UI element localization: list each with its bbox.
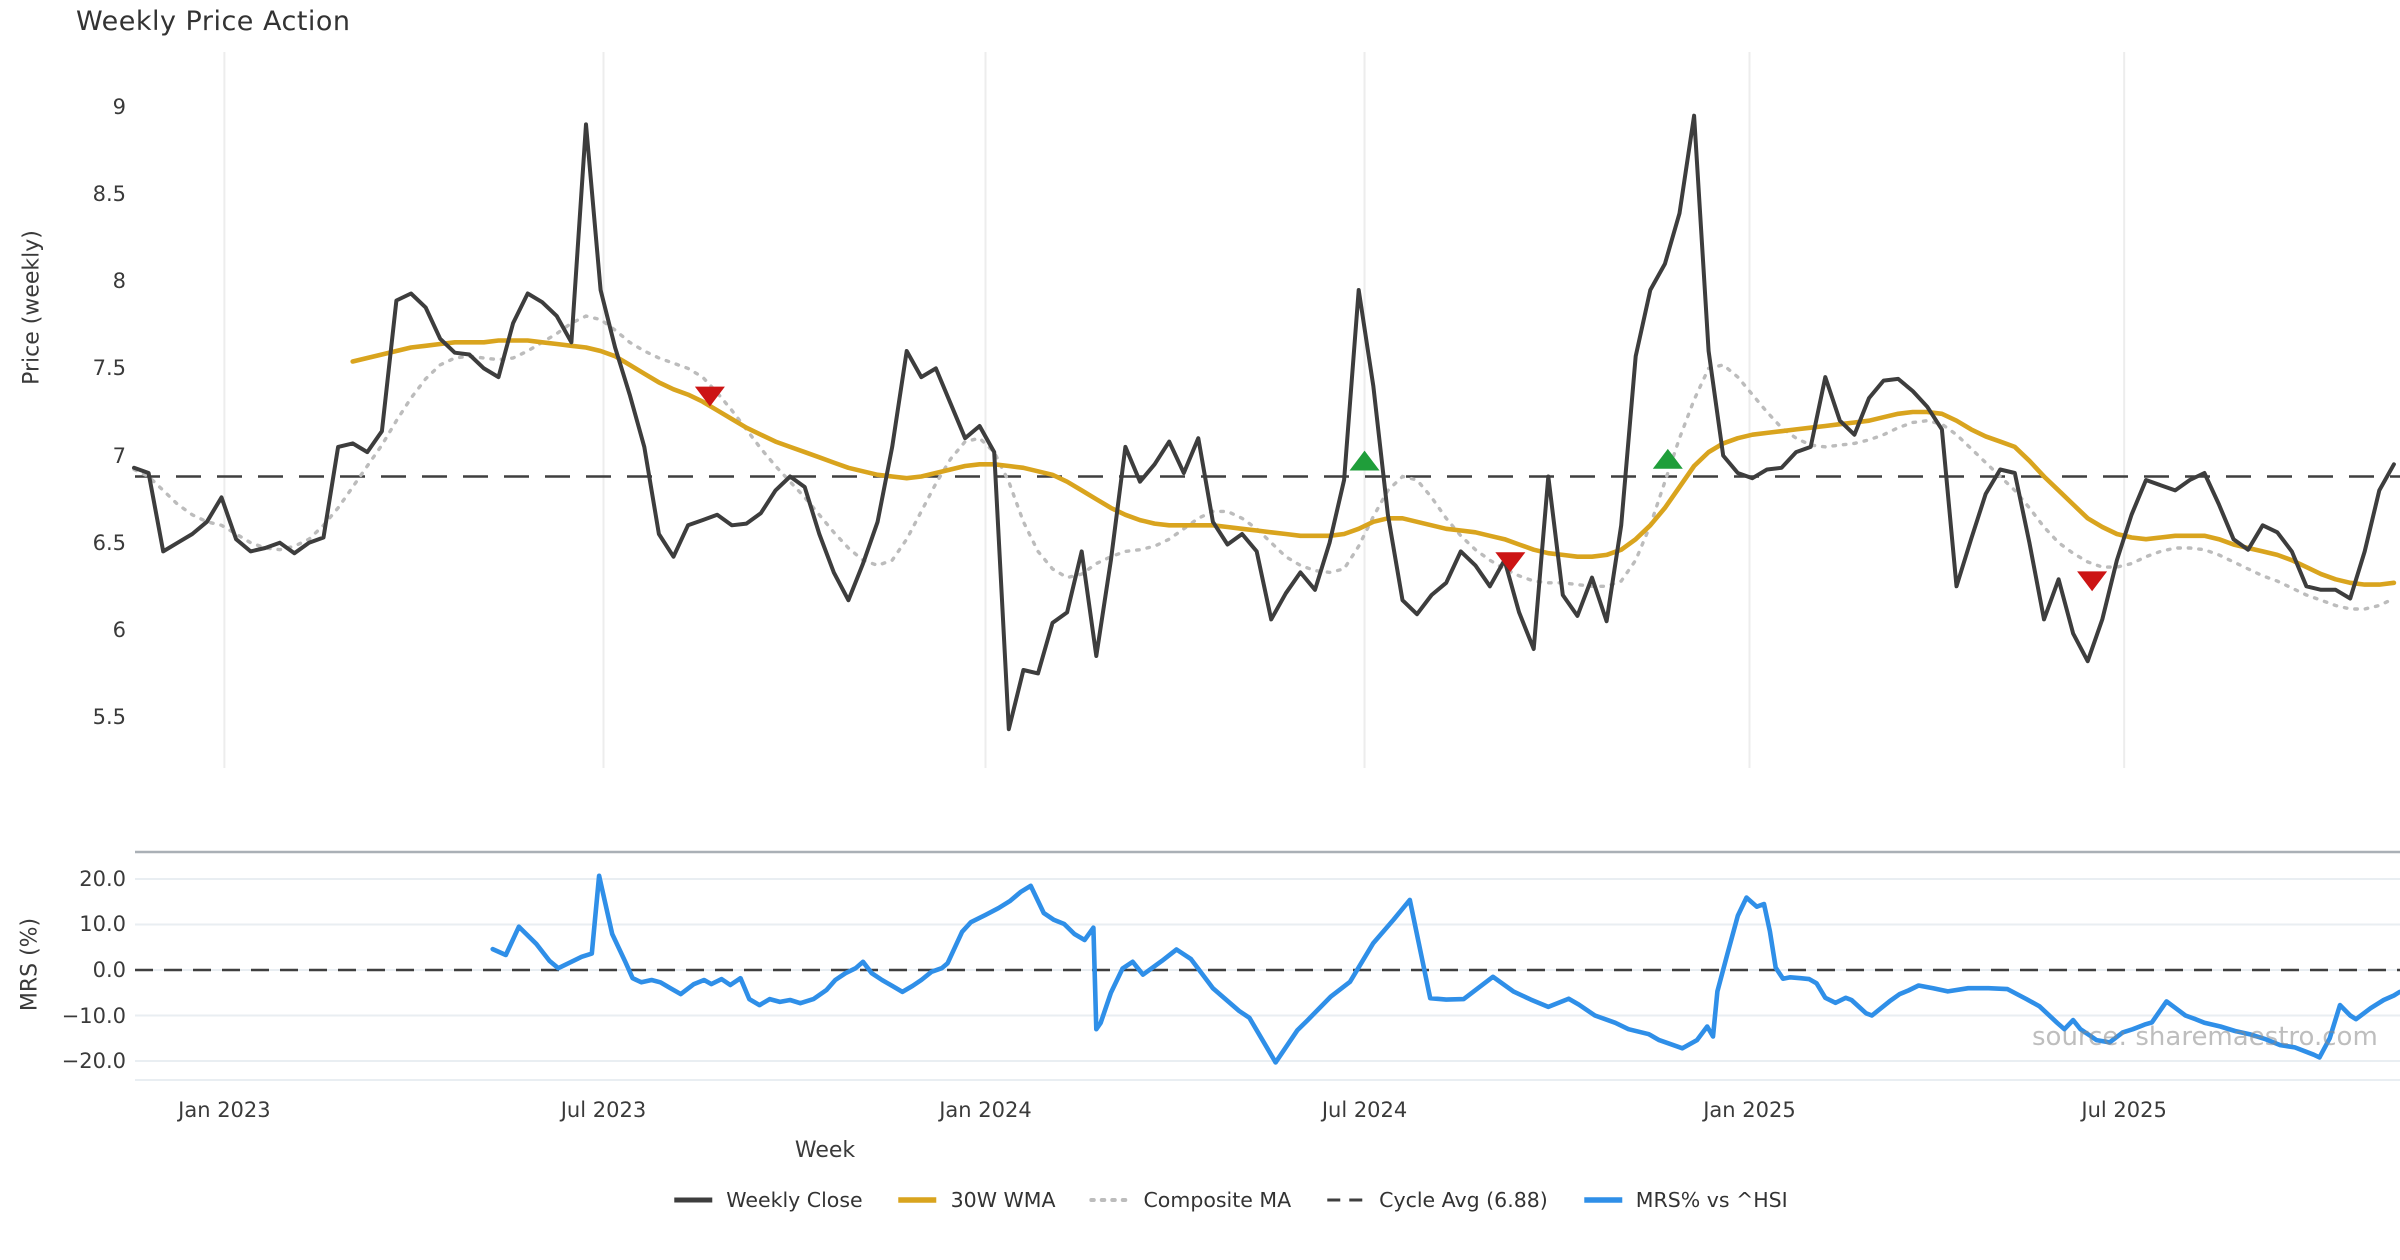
legend-close-line-sample [674,1197,713,1203]
price-tick-label: 8.5 [92,182,126,207]
price-tick-label: 5.5 [92,705,126,729]
wma-30w-line [350,338,2397,587]
sell-signal-triangle [1495,552,1526,573]
mrs-line [490,873,2400,1065]
x-tick-label: Jul 2025 [2081,1098,2167,1122]
watermark: source: sharemaestro.com [2032,1022,2378,1052]
mrs-tick-label: −10.0 [61,1003,126,1028]
legend-cycle-label: Cycle Avg (6.88) [1379,1188,1548,1212]
x-axis-label: Week [794,1138,856,1163]
page-title: Weekly Price Action [76,6,351,37]
legend-mrs-line-sample [1583,1197,1622,1203]
x-tick-label: Jul 2023 [560,1098,647,1122]
sell-signal-triangle [2077,571,2108,592]
legend-item-mrs[interactable]: MRS% vs ^HSI [1582,1188,1788,1212]
legend-item-wma[interactable]: 30W WMA [897,1188,1056,1212]
price-tick-label: 8 [112,269,126,294]
legend: Weekly Close 30W WMA Composite MA Cycle Avg… [672,1188,1788,1212]
legend-cycle-line-sample [1327,1198,1366,1202]
price-tick-label: 7.5 [92,356,126,381]
mrs-tick-label: 20.0 [79,866,126,891]
legend-mrs-label: MRS% vs ^HSI [1635,1188,1788,1212]
price-tick-label: 9 [112,95,126,119]
buy-signal-triangle [1349,450,1380,471]
weekly-close-line [132,113,2396,732]
legend-wma-label: 30W WMA [950,1188,1056,1212]
legend-wma-line-sample [898,1197,937,1203]
sell-signal-triangle [694,386,725,407]
legend-item-composite[interactable]: Composite MA [1089,1188,1291,1212]
composite-ma-line [132,314,2396,611]
legend-item-cycle[interactable]: Cycle Avg (6.88) [1325,1188,1548,1212]
legend-close-label: Weekly Close [726,1188,863,1212]
buy-signal-triangle [1652,448,1683,469]
x-tick-label: Jan 2023 [178,1098,271,1122]
x-tick-label: Jan 2024 [939,1098,1032,1122]
legend-item-close[interactable]: Weekly Close [672,1188,863,1212]
price-tick-label: 7 [112,443,126,468]
legend-composite-label: Composite MA [1143,1188,1292,1212]
x-tick-label: Jan 2025 [1703,1098,1796,1122]
x-tick-label: Jul 2024 [1321,1098,1408,1122]
price-tick-label: 6 [112,617,126,642]
price-tick-label: 6.5 [92,530,126,555]
legend-composite-line-sample [1089,1198,1132,1202]
mrs-tick-label: −20.0 [61,1049,126,1074]
mrs-tick-label: 10.0 [79,912,126,937]
mrs-tick-label: 0.0 [92,958,126,982]
